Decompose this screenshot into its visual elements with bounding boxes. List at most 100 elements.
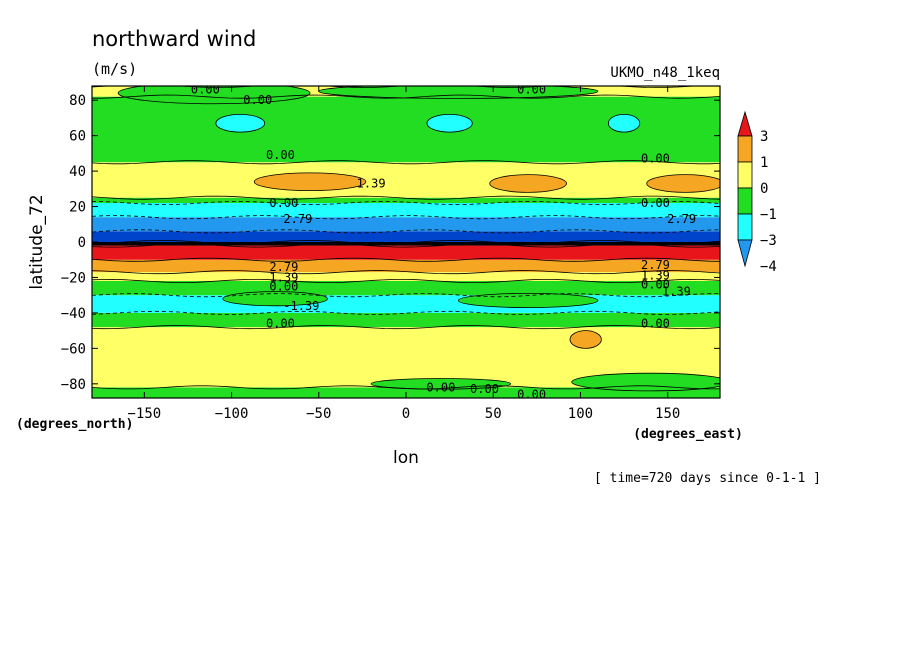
contour-band	[92, 162, 720, 198]
contour-label: 2.79	[269, 260, 298, 274]
contour-blob	[489, 174, 567, 193]
contour-band	[92, 281, 720, 296]
chart-units: (m/s)	[92, 60, 137, 78]
time-note: [ time=720 days since 0-1-1 ]	[594, 471, 821, 486]
y-tick-label: 0	[78, 235, 86, 251]
x-tick-label: −150	[127, 406, 161, 422]
contour-band	[92, 245, 720, 260]
x-axis-label: lon	[393, 448, 419, 468]
colorbar-top-arrow	[737, 110, 753, 137]
contour-band	[92, 295, 720, 313]
zonal-bands-layer	[92, 86, 720, 398]
y-tick-label: −40	[61, 306, 86, 322]
contour-blob	[426, 113, 473, 133]
contour-line	[92, 270, 720, 275]
colorbar-label: 3	[760, 129, 768, 145]
contour-label: 0.00	[243, 93, 272, 107]
y-units-label: (degrees_north)	[16, 417, 133, 432]
x-axis-ticks: −150 −100 −50 0 50 100 150	[127, 86, 680, 422]
contour-label: 0.00	[641, 317, 670, 331]
contour-band	[92, 231, 720, 242]
colorbar-swatch	[737, 161, 753, 189]
contour-label: 0.00	[517, 387, 546, 401]
x-tick-label: 100	[568, 406, 593, 422]
dataset-label: UKMO_n48_1keq	[610, 65, 720, 81]
contour-label: 0.00	[266, 317, 295, 331]
colorbar-swatch	[737, 213, 753, 241]
contour-lines-layer	[92, 86, 720, 390]
colorbar-label: −1	[760, 207, 777, 223]
y-tick-label: −80	[61, 377, 86, 393]
contour-blob	[646, 174, 720, 193]
colorbar-swatch	[737, 135, 753, 163]
contour-blob	[571, 372, 720, 392]
contour-label: 0.00	[641, 196, 670, 210]
contour-label: 0.00	[641, 152, 670, 166]
x-tick-label: −50	[306, 406, 331, 422]
contour-label: 1.39	[357, 177, 386, 191]
y-axis-ticks: −80 −60 −40 −20 0 20 40 60 80	[61, 93, 720, 393]
contour-label: 0.00	[517, 83, 546, 97]
y-tick-label: −20	[61, 270, 86, 286]
contour-label: 2.79	[667, 212, 696, 226]
contour-label: 2.79	[283, 212, 312, 226]
y-tick-label: 60	[69, 129, 86, 145]
contour-line	[92, 195, 720, 200]
contour-label: 2.79	[641, 258, 670, 272]
colorbar-swatch	[737, 187, 753, 215]
contour-label: 1.39	[269, 270, 298, 284]
colorbar-label: 0	[760, 181, 768, 197]
contour-label: 1.39	[662, 285, 691, 299]
contour-line	[92, 239, 720, 245]
contour-label: 0.00	[191, 83, 220, 97]
contour-band	[92, 259, 720, 273]
contour-blob	[253, 172, 367, 191]
contour-blob	[215, 113, 266, 133]
contour-line	[92, 278, 720, 284]
colorbar-label: −4	[760, 259, 777, 275]
contour-line	[92, 160, 720, 165]
contour-band	[92, 242, 720, 246]
plot-area: 0.000.000.000.00 0.001.390.002.790.002.79…	[92, 83, 720, 401]
contour-label: 0.00	[269, 279, 298, 293]
contour-label: 0.00	[266, 148, 295, 162]
x-units-label: (degrees_east)	[633, 427, 743, 442]
contour-label: 0.00	[269, 196, 298, 210]
contour-label: -1.39	[283, 299, 319, 313]
contour-label: 1.39	[641, 269, 670, 283]
x-tick-label: 50	[485, 406, 502, 422]
x-tick-label: −100	[215, 406, 249, 422]
y-tick-label: −60	[61, 341, 86, 357]
contour-band	[92, 197, 720, 203]
contour-blob	[117, 86, 311, 105]
chart-title: northward wind	[92, 27, 256, 51]
contour-band	[92, 272, 720, 281]
x-tick-label: 0	[402, 406, 410, 422]
contour-line	[92, 385, 720, 390]
colorbar-label: 1	[760, 155, 768, 171]
contour-band	[92, 217, 720, 232]
contour-label: 0.00	[641, 278, 670, 292]
contour-line	[92, 243, 720, 248]
contour-blob	[222, 291, 328, 307]
x-tick-label: 150	[655, 406, 680, 422]
contour-band	[92, 203, 720, 218]
y-tick-label: 40	[69, 164, 86, 180]
contour-label: 0.00	[426, 380, 455, 394]
y-axis-label: latitude_72	[27, 194, 47, 289]
contour-line	[92, 94, 720, 99]
contour-line	[92, 86, 700, 89]
y-tick-label: 80	[69, 93, 86, 109]
colorbar-label: −3	[760, 233, 777, 249]
contour-line	[92, 325, 720, 330]
contour-line	[92, 257, 720, 262]
colorbar-legend: 3 1 0 −1 −3 −4	[737, 110, 777, 275]
contour-blob	[569, 330, 602, 349]
y-tick-label: 20	[69, 200, 86, 216]
contour-band	[92, 312, 720, 328]
contour-label: 0.00	[470, 382, 499, 396]
colorbar-bottom-arrow	[737, 239, 753, 268]
contour-blob	[607, 113, 641, 133]
contour-labels-layer: 0.000.000.000.00 0.001.390.002.790.002.79…	[191, 83, 696, 401]
